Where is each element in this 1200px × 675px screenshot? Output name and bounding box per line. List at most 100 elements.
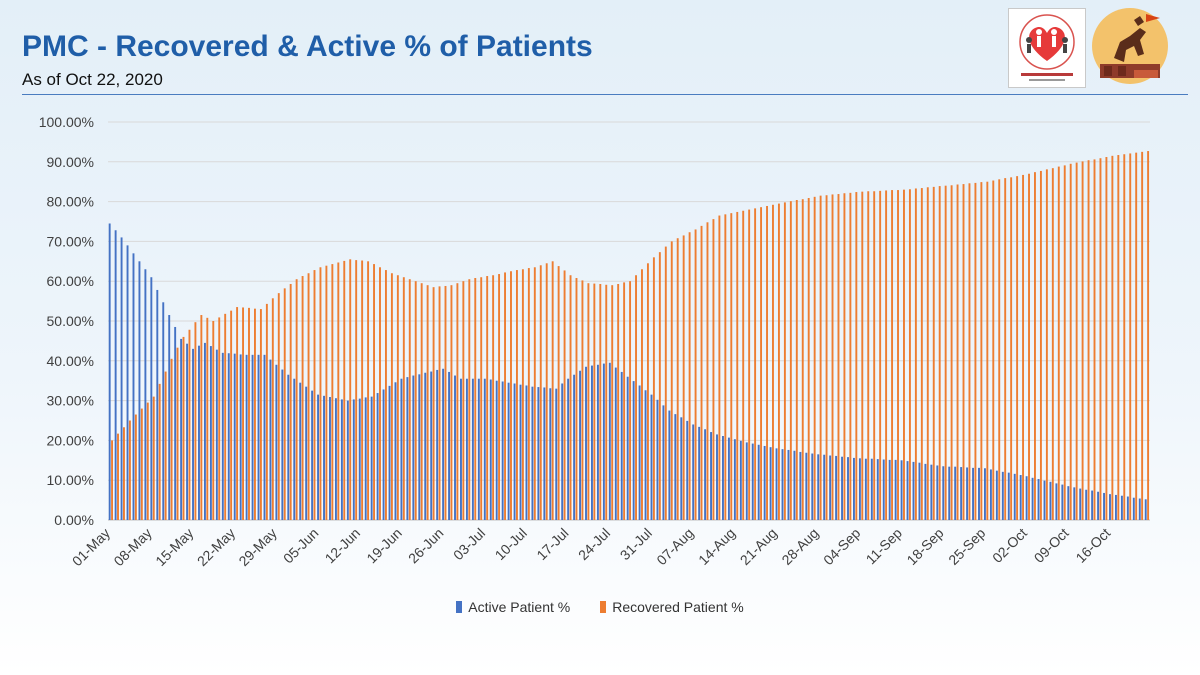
- bar-active: [203, 342, 206, 520]
- bar-recovered: [468, 279, 471, 520]
- bar-recovered: [1105, 157, 1108, 520]
- bar-recovered: [402, 277, 405, 520]
- bar-active: [811, 453, 814, 520]
- bar-active: [1103, 492, 1105, 520]
- bar-active: [1055, 483, 1058, 520]
- bar-active: [156, 289, 159, 520]
- bar-active: [1043, 480, 1046, 520]
- bar-active: [906, 461, 909, 520]
- bar-recovered: [1135, 152, 1138, 520]
- bar-active: [281, 369, 284, 520]
- bar-active: [465, 378, 468, 520]
- bar-recovered: [367, 261, 370, 520]
- bar-recovered: [1057, 166, 1060, 520]
- bar-active: [329, 397, 331, 520]
- bar-active: [858, 458, 861, 520]
- bar-active: [692, 424, 695, 520]
- bar-active: [192, 348, 194, 520]
- bar-recovered: [313, 270, 316, 520]
- bar-recovered: [200, 315, 203, 520]
- bar-recovered: [783, 202, 786, 520]
- bar-active: [1073, 487, 1076, 520]
- bar-active: [924, 463, 927, 520]
- bar-active: [394, 382, 397, 520]
- bar-active: [805, 452, 808, 520]
- bar-recovered: [914, 188, 917, 520]
- bar-active: [108, 223, 111, 521]
- bar-recovered: [980, 182, 983, 520]
- bar-active: [1031, 477, 1034, 520]
- bar-recovered: [521, 269, 524, 520]
- bar-recovered: [652, 257, 655, 520]
- bar-active: [680, 417, 683, 520]
- bar-active: [763, 445, 766, 520]
- bar-active: [513, 383, 516, 520]
- bar-active: [638, 385, 641, 520]
- bar-recovered: [926, 187, 929, 520]
- bar-active: [400, 378, 403, 520]
- bar-active: [1049, 481, 1052, 520]
- page-title: PMC - Recovered & Active % of Patients: [22, 30, 593, 63]
- bar-active: [942, 466, 945, 520]
- horse-rider-emblem-icon: [1092, 8, 1168, 84]
- bar-recovered: [1129, 153, 1132, 520]
- bar-recovered: [801, 199, 804, 520]
- bar-recovered: [164, 371, 167, 520]
- bar-recovered: [944, 185, 947, 520]
- bar-recovered: [903, 189, 905, 520]
- bar-recovered: [1093, 159, 1096, 520]
- bar-active: [662, 405, 665, 520]
- bar-recovered: [504, 272, 506, 520]
- bar-active: [656, 399, 659, 520]
- bar-active: [120, 237, 123, 521]
- bar-active: [293, 378, 296, 520]
- bar-recovered: [1028, 173, 1030, 521]
- bar-active: [275, 364, 278, 520]
- bar-recovered: [563, 270, 566, 520]
- bar-recovered: [259, 309, 262, 520]
- bar-active: [1061, 484, 1064, 520]
- bar-recovered: [819, 195, 822, 520]
- bar-active: [1079, 488, 1082, 520]
- pmc-logo: [1090, 6, 1170, 88]
- bar-recovered: [349, 259, 352, 520]
- bar-active: [668, 410, 671, 520]
- bar-recovered: [867, 191, 870, 520]
- bar-recovered: [789, 201, 792, 520]
- x-tick-label: 15-May: [152, 525, 196, 569]
- bar-active: [471, 378, 474, 520]
- bar-active: [966, 467, 969, 520]
- bar-active: [549, 388, 552, 520]
- bar-recovered: [283, 288, 286, 520]
- bar-active: [174, 326, 177, 520]
- bar-recovered: [718, 215, 721, 520]
- bar-active: [733, 439, 736, 520]
- bar-active: [1085, 489, 1088, 520]
- bar-active: [870, 458, 873, 520]
- bar-recovered: [224, 313, 227, 520]
- bar-recovered: [1010, 177, 1013, 520]
- bar-recovered: [498, 274, 501, 520]
- x-tick-label: 01-May: [69, 525, 113, 569]
- bar-active: [388, 385, 391, 520]
- bar-active: [263, 354, 266, 520]
- bar-recovered: [754, 208, 757, 520]
- bar-active: [448, 371, 451, 520]
- bar-active: [424, 372, 427, 520]
- bar-recovered: [557, 266, 560, 520]
- bar-recovered: [432, 287, 435, 520]
- bar-active: [614, 367, 617, 520]
- bar-active: [829, 455, 832, 520]
- bar-recovered: [1004, 178, 1007, 520]
- bar-active: [352, 399, 355, 520]
- bar-active: [626, 376, 629, 520]
- bar-active: [525, 385, 528, 520]
- bar-recovered: [1069, 163, 1072, 521]
- bar-active: [620, 371, 623, 520]
- bar-active: [704, 429, 707, 520]
- bar-active: [954, 466, 957, 520]
- bar-active: [477, 378, 480, 520]
- bar-active: [317, 394, 320, 520]
- bar-recovered: [676, 238, 679, 520]
- x-tick-label: 11-Sep: [863, 525, 906, 568]
